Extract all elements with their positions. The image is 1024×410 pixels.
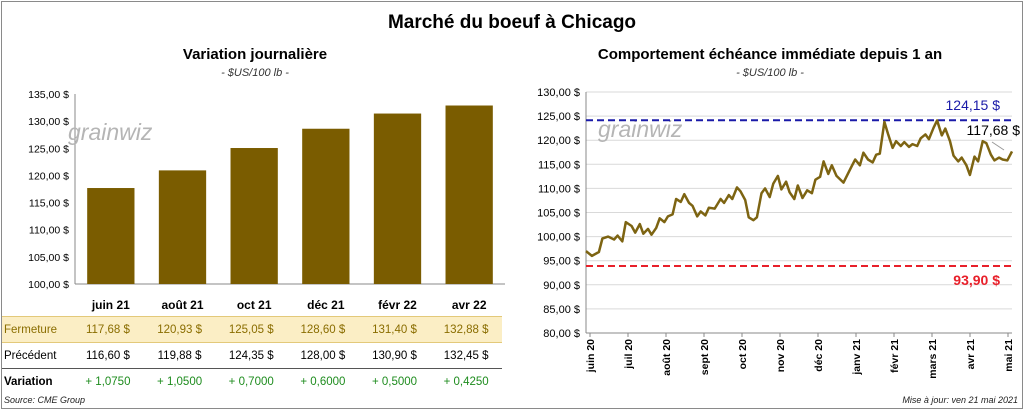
row-label: Variation — [4, 375, 53, 388]
table-cell: 120,93 $ — [143, 316, 216, 343]
x-tick-label: janv 21 — [851, 339, 863, 376]
x-tick-label: août 20 — [661, 339, 673, 376]
x-tick-label: juil 20 — [623, 339, 635, 370]
high-label: 124,15 $ — [946, 97, 1001, 113]
table-cell: 130,90 $ — [358, 342, 431, 369]
price-series-line — [585, 119, 1014, 258]
x-tick-label: déc 21 — [307, 298, 345, 312]
table-cell: 128,00 $ — [287, 342, 359, 369]
x-tick-label: juin 20 — [585, 339, 597, 373]
x-tick-label: déc 20 — [813, 339, 825, 372]
x-tick-label: avr 21 — [965, 339, 977, 370]
line-chart: 80,00 $ 85,00 $ 90,00 $ 95,00 $ 100,00 $ 105,… — [537, 87, 1021, 379]
x-tick-label: févr 21 — [889, 339, 901, 373]
source-note: Source: CME Group — [4, 395, 86, 405]
table-cell: + 0,7000 — [228, 375, 274, 388]
price-table: Fermeture 117,68 $ 120,93 $ 125,05 $ 128… — [2, 316, 502, 395]
y-tick-label: 135,00 $ — [28, 89, 69, 101]
bar — [158, 170, 207, 284]
x-tick-label: juin 21 — [91, 298, 130, 312]
x-tick-label: oct 20 — [737, 339, 749, 370]
row-label: Précédent — [2, 342, 73, 369]
y-tick-label: 115,00 $ — [538, 159, 580, 171]
table-cell: 132,88 $ — [430, 316, 502, 343]
table-cell: + 0,5000 — [371, 375, 418, 388]
update-note: Mise à jour: ven 21 mai 2021 — [902, 395, 1018, 405]
table-cell: 124,35 $ — [215, 342, 288, 369]
y-tick-label: 105,00 $ — [537, 208, 580, 220]
y-tick-label: 130,00 $ — [28, 116, 69, 128]
x-tick-label: nov 20 — [775, 339, 787, 372]
bar — [87, 188, 135, 284]
y-tick-label: 110,00 $ — [29, 225, 69, 237]
x-tick-label: sept 20 — [699, 339, 711, 375]
row-label: Fermeture — [2, 316, 73, 343]
table-cell: 132,45 $ — [430, 342, 502, 369]
x-tick-label: oct 21 — [237, 298, 272, 312]
bar-chart: 100,00 $ 105,00 $ 110,00 $ 115,00 $ 120,00 $… — [28, 89, 505, 312]
table-cell: + 1,0750 — [85, 375, 131, 388]
y-tick-label: 100,00 $ — [537, 232, 580, 244]
table-cell: 131,40 $ — [358, 316, 431, 343]
table-cell: 128,60 $ — [287, 316, 359, 343]
y-tick-label: 120,00 $ — [537, 135, 580, 147]
right-panel-unit: - $US/100 lb - — [736, 67, 804, 79]
y-tick-label: 110,00 $ — [538, 183, 580, 195]
y-tick-label: 125,00 $ — [28, 143, 69, 155]
table-cell: + 0,4250 — [443, 375, 489, 388]
table-cell: 116,60 $ — [72, 342, 144, 369]
y-tick-label: 80,00 $ — [543, 328, 580, 340]
table-cell: 125,05 $ — [215, 316, 288, 343]
y-tick-label: 105,00 $ — [28, 252, 69, 264]
table-cell: + 1,0500 — [157, 375, 203, 388]
table-row-variation: Variation + 1,0750 + 1,0500 + 0,7000 + 0… — [2, 369, 502, 395]
y-tick-label: 90,00 $ — [543, 280, 580, 292]
bar — [230, 148, 278, 284]
left-panel-title: Variation journalière — [182, 46, 328, 63]
y-tick-label: 85,00 $ — [543, 304, 580, 316]
low-label: 93,90 $ — [953, 272, 1000, 288]
table-cell: 117,68 $ — [72, 316, 144, 343]
table-row-previous: Précédent 116,60 $ 119,88 $ 124,35 $ 128… — [2, 342, 502, 369]
right-panel-title: Comportement échéance immédiate depuis 1… — [597, 46, 943, 63]
table-cell: + 0,6000 — [300, 375, 346, 388]
left-panel-unit: - $US/100 lb - — [221, 67, 289, 79]
y-tick-label: 120,00 $ — [28, 170, 69, 182]
x-tick-label: mai 21 — [1003, 339, 1015, 372]
x-tick-label: avr 22 — [452, 298, 487, 312]
last-value-label: 117,68 $ — [967, 122, 1021, 138]
x-tick-label: mars 21 — [927, 339, 939, 379]
left-watermark: grainwiz — [68, 119, 153, 145]
last-value-pointer — [991, 141, 1005, 151]
x-tick-label: août 21 — [161, 298, 203, 312]
y-tick-label: 95,00 $ — [543, 256, 580, 268]
y-tick-label: 130,00 $ — [537, 87, 580, 99]
bar — [302, 128, 350, 284]
x-tick-label: févr 22 — [378, 298, 417, 312]
table-cell: 119,88 $ — [143, 342, 216, 369]
page-title: Marché du boeuf à Chicago — [387, 12, 637, 33]
y-tick-label: 125,00 $ — [537, 111, 580, 123]
bar — [445, 105, 493, 284]
table-row-close: Fermeture 117,68 $ 120,93 $ 125,05 $ 128… — [2, 316, 502, 343]
bar — [373, 113, 422, 285]
y-tick-label: 115,00 $ — [29, 198, 69, 210]
y-tick-label: 100,00 $ — [28, 279, 69, 291]
